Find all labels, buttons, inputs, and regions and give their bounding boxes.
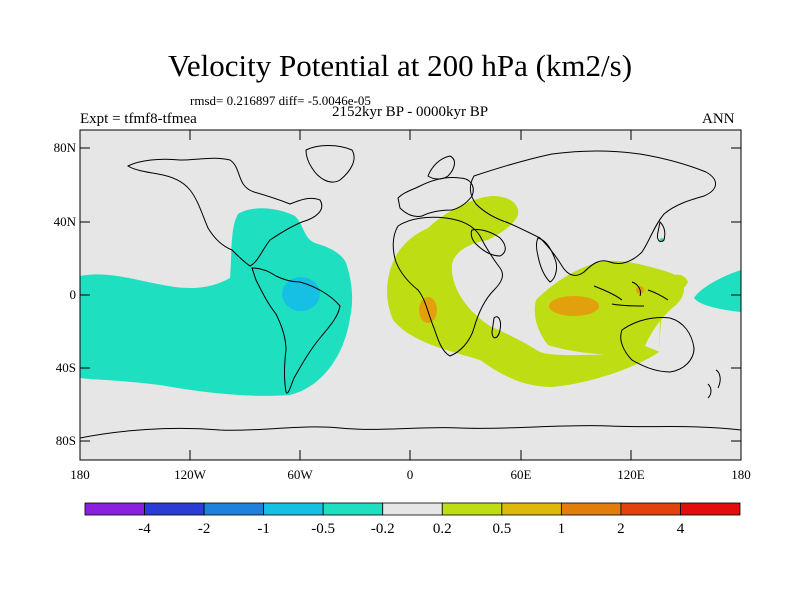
colorbar-label: -0.2 [370,521,395,537]
period-label: 2152kyr BP - 0000kyr BP [331,104,489,120]
lat-label: 80S [55,433,76,448]
plot-title: Velocity Potential at 200 hPa (km2/s) [167,48,633,83]
lon-label: 120W [174,467,206,482]
lat-ticks [80,147,741,442]
colorbar-label: -2 [197,521,211,537]
colorbar-box [680,502,741,516]
lon-label: 60W [287,467,313,482]
colorbar-box [620,502,681,516]
lon-label: 120E [617,467,645,482]
lon-label: 0 [406,467,414,482]
coastlines [80,145,741,439]
orange-anomaly-indian-ocean [549,296,599,316]
green-anomaly-africa-asia [387,196,688,387]
colorbar-label: 4 [676,521,685,537]
colorbar-label: -4 [138,521,151,537]
colorbar-label: -1 [257,521,270,537]
green-anomaly-maritime [534,260,684,355]
colorbar [84,502,741,516]
colorbar-label: 0.5 [492,521,512,537]
lon-label: 60E [510,467,532,482]
stats-text: rmsd= 0.216897 diff= -5.0046e-05 [190,93,371,108]
lat-label: 40S [55,360,76,375]
colorbar-box [84,502,145,516]
colorbar-label: -0.5 [311,521,336,537]
colorbar-label: 2 [617,521,625,537]
colorbar-box [441,502,503,516]
lat-label: 40N [53,214,76,229]
cyan-anomaly-americas [80,208,353,396]
lat-label: 80N [53,140,76,155]
colorbar-box [203,502,265,516]
lon-label: 180 [70,467,90,482]
lat-label: 0 [69,287,77,302]
colorbar-label: 0.2 [432,521,452,537]
colorbar-box [322,502,384,516]
cyan-anomaly-west-pacific [694,270,741,312]
colorbar-box [501,502,562,516]
colorbar-box [144,502,205,516]
colorbar-box [560,502,622,516]
experiment-label: Expt = tfmf8-tfmea [80,111,197,127]
lon-ticks [189,130,632,460]
colorbar-box [263,502,324,516]
colorbar-label: 1 [557,521,566,537]
lon-label: 180 [731,467,751,482]
season-label: ANN [702,111,735,127]
colorbar-box [382,502,443,516]
